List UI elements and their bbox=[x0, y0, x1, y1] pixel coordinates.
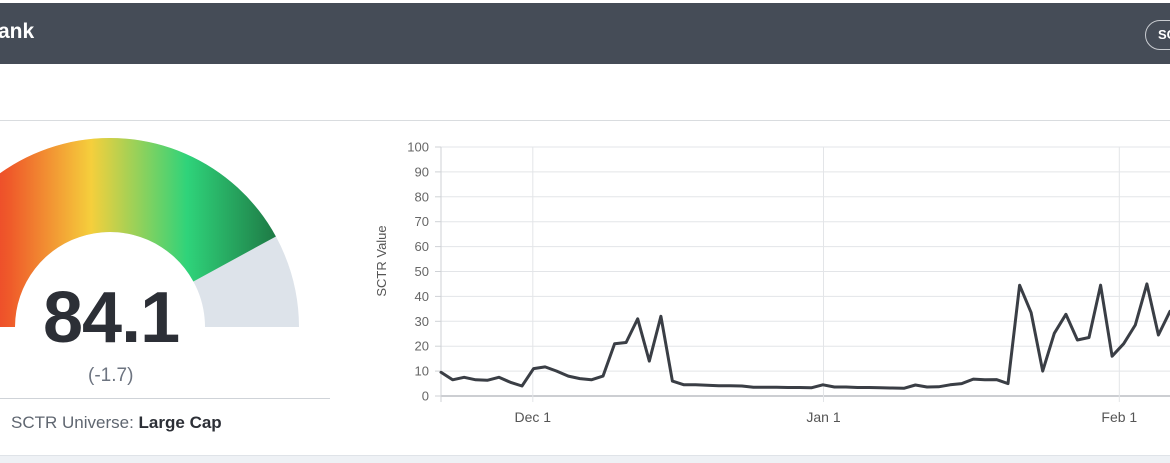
gauge-panel: 84.1 (-1.7) SCTR Universe: Large Cap bbox=[0, 121, 330, 451]
chart-grid bbox=[441, 146, 1170, 402]
y-tick-label: 80 bbox=[415, 189, 429, 204]
series-line bbox=[439, 282, 1170, 390]
gauge-divider bbox=[0, 398, 330, 399]
sctr-line-chart: 0 10 20 30 40 50 60 70 80 90 100 Dec 1 Jan 1 Feb 1 SC… bbox=[374, 140, 1170, 426]
universe-label: SCTR Universe: bbox=[11, 413, 134, 432]
gauge-chart bbox=[0, 138, 299, 327]
x-tick-label: Feb 1 bbox=[1101, 409, 1137, 425]
y-tick-label: 70 bbox=[415, 214, 429, 229]
y-tick-label: 50 bbox=[415, 264, 429, 279]
y-tick-label: 10 bbox=[415, 364, 429, 379]
sctr-change: (-1.7) bbox=[88, 365, 134, 386]
divider bbox=[0, 120, 1170, 121]
y-tick-label: 90 bbox=[415, 164, 429, 179]
sctr-value: 84.1 bbox=[43, 278, 180, 358]
bottom-strip bbox=[0, 455, 1170, 463]
y-tick-label: 60 bbox=[415, 239, 429, 254]
y-tick-label: 100 bbox=[407, 140, 429, 155]
sctr-button[interactable]: SC bbox=[1145, 20, 1170, 50]
sctr-universe: SCTR Universe: Large Cap bbox=[11, 413, 222, 433]
chart-axes: 0 10 20 30 40 50 60 70 80 90 100 Dec 1 Jan 1 Feb 1 bbox=[407, 140, 1137, 426]
y-tick-label: 30 bbox=[415, 314, 429, 329]
y-axis-label: SCTR Value bbox=[374, 225, 389, 296]
sctr-line-chart-panel: 0 10 20 30 40 50 60 70 80 90 100 Dec 1 Jan 1 Feb 1 SC… bbox=[360, 121, 1170, 451]
panel-title: ank bbox=[0, 20, 35, 43]
y-tick-label: 40 bbox=[415, 289, 429, 304]
y-tick-label: 0 bbox=[422, 389, 429, 404]
y-tick-label: 20 bbox=[415, 339, 429, 354]
header-bar: ank SC bbox=[0, 3, 1170, 64]
gauge-fill bbox=[0, 138, 276, 327]
x-tick-label: Jan 1 bbox=[806, 409, 840, 425]
x-tick-label: Dec 1 bbox=[515, 409, 552, 425]
universe-value: Large Cap bbox=[138, 413, 222, 432]
